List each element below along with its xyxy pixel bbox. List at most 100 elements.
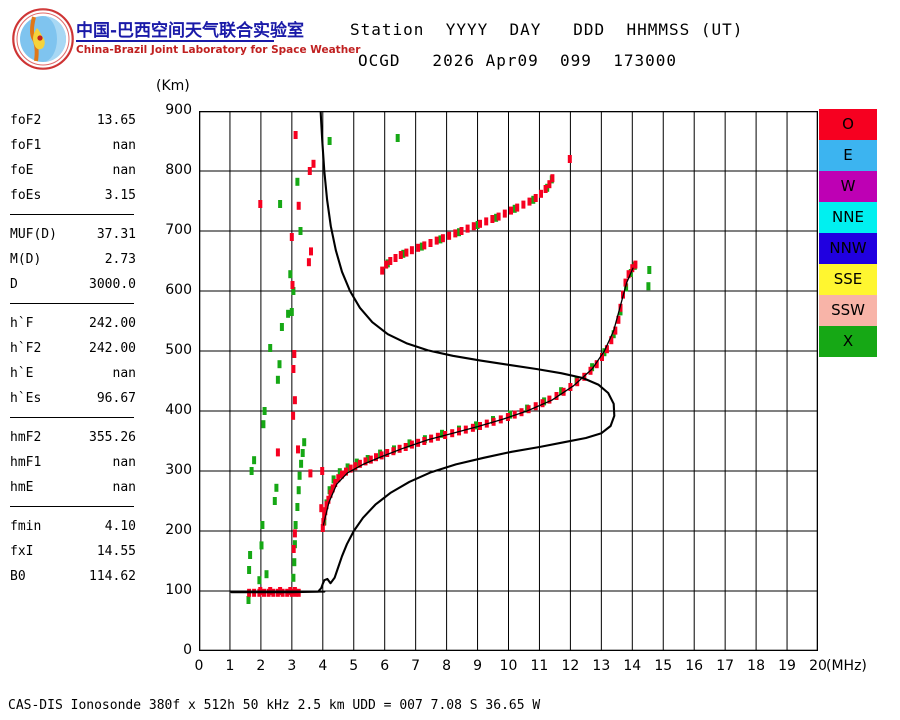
parameter-value: 2.73 xyxy=(104,252,136,267)
parameter-row: M(D) 2.73 xyxy=(8,247,138,272)
parameter-row: B0 114.62 xyxy=(8,564,138,589)
parameter-key: hmF2 xyxy=(10,430,42,445)
parameter-key: h`F2 xyxy=(10,341,42,356)
x-tick-label: 3 xyxy=(287,658,297,674)
parameter-row: h`F 242.00 xyxy=(8,311,138,336)
curve-scaled-trace-line xyxy=(322,267,634,526)
parameter-key: h`Es xyxy=(10,391,42,406)
parameter-value: nan xyxy=(112,138,136,153)
legend-item-sse[interactable]: SSE xyxy=(819,264,877,295)
parameter-key: fxI xyxy=(10,544,34,559)
x-tick-label: 19 xyxy=(778,658,796,674)
x-tick-label: 7 xyxy=(411,658,421,674)
parameter-value: nan xyxy=(112,163,136,178)
parameter-row: h`F2 242.00 xyxy=(8,336,138,361)
org-name-en: China-Brazil Joint Laboratory for Space … xyxy=(76,44,361,56)
parameter-row: h`Es 96.67 xyxy=(8,386,138,411)
x-tick-label: 20 xyxy=(809,658,827,674)
parameter-value: 96.67 xyxy=(96,391,136,406)
parameter-key: D xyxy=(10,277,18,292)
x-axis-unit-label: (MHz) xyxy=(826,658,867,674)
parameter-value: 4.10 xyxy=(104,519,136,534)
x-tick-label: 6 xyxy=(380,658,390,674)
x-tick-label: 2 xyxy=(256,658,266,674)
legend-item-nne[interactable]: NNE xyxy=(819,202,877,233)
polarization-legend: O E W NNE NNW SSE SSW X xyxy=(819,109,877,357)
parameter-value: 37.31 xyxy=(96,227,136,242)
y-tick-label: 900 xyxy=(165,102,192,118)
parameter-value: 3000.0 xyxy=(89,277,136,292)
parameter-key: h`F xyxy=(10,316,34,331)
x-tick-label: 5 xyxy=(349,658,359,674)
parameter-key: foE xyxy=(10,163,34,178)
parameter-row: MUF(D) 37.31 xyxy=(8,222,138,247)
parameter-value: 242.00 xyxy=(89,341,136,356)
x-tick-label: 16 xyxy=(685,658,704,674)
org-name-cn: 中国-巴西空间天气联合实验室 xyxy=(76,21,305,41)
x-tick-label: 1 xyxy=(225,658,235,674)
ionogram-canvas xyxy=(199,111,818,651)
parameter-key: foEs xyxy=(10,188,42,203)
station-header-labels: Station YYYY DAY DDD HHMMSS (UT) xyxy=(350,20,744,39)
parameter-value: 242.00 xyxy=(89,316,136,331)
y-tick-label: 800 xyxy=(165,162,192,178)
y-tick-label: 100 xyxy=(165,582,192,598)
station-header-values: OCGD 2026 Apr09 099 173000 xyxy=(358,51,677,70)
parameter-row: fmin 4.10 xyxy=(8,514,138,539)
parameter-row: foE nan xyxy=(8,158,138,183)
parameter-value: 13.65 xyxy=(96,113,136,128)
y-tick-label: 400 xyxy=(165,402,192,418)
x-tick-label: 14 xyxy=(623,658,642,674)
parameter-key: hmF1 xyxy=(10,455,42,470)
parameter-group-divider xyxy=(10,506,134,507)
legend-item-e[interactable]: E xyxy=(819,140,877,171)
x-tick-label: 12 xyxy=(561,658,580,674)
legend-item-o[interactable]: O xyxy=(819,109,877,140)
parameter-row: foF1 nan xyxy=(8,133,138,158)
curve-true-height-profile xyxy=(230,111,616,594)
parameter-key: foF2 xyxy=(10,113,42,128)
parameter-group-divider xyxy=(10,417,134,418)
grid-lines xyxy=(199,111,818,651)
parameter-row: D 3000.0 xyxy=(8,272,138,297)
parameter-row: foF2 13.65 xyxy=(8,108,138,133)
parameter-value: 3.15 xyxy=(104,188,136,203)
x-tick-label: 17 xyxy=(716,658,735,674)
x-tick-label: 8 xyxy=(442,658,452,674)
plot-border xyxy=(199,111,818,651)
x-tick-label: 15 xyxy=(654,658,673,674)
parameter-key: MUF(D) xyxy=(10,227,57,242)
parameter-key: M(D) xyxy=(10,252,42,267)
parameter-value: 355.26 xyxy=(89,430,136,445)
x-tick-label: 4 xyxy=(318,658,328,674)
parameter-key: h`E xyxy=(10,366,34,381)
parameter-value: nan xyxy=(112,455,136,470)
x-tick-label: 0 xyxy=(194,658,204,674)
parameter-key: fmin xyxy=(10,519,42,534)
parameter-panel: foF2 13.65 foF1 nan foE nan foEs 3.15 MUF(D) 37.3… xyxy=(8,108,138,589)
legend-item-x[interactable]: X xyxy=(819,326,877,357)
parameter-value: 114.62 xyxy=(89,569,136,584)
y-tick-label: 500 xyxy=(165,342,192,358)
instrument-footer: CAS-DIS Ionosonde 380f x 512h 50 kHz 2.5… xyxy=(8,698,541,713)
parameter-row: hmF1 nan xyxy=(8,450,138,475)
parameter-key: B0 xyxy=(10,569,26,584)
y-tick-label: 200 xyxy=(165,522,192,538)
legend-item-w[interactable]: W xyxy=(819,171,877,202)
parameter-value: 14.55 xyxy=(96,544,136,559)
y-tick-label: 700 xyxy=(165,222,192,238)
branding-block: 中国-巴西空间天气联合实验室 China-Brazil Joint Labora… xyxy=(8,6,360,76)
x-tick-label: 13 xyxy=(592,658,611,674)
y-axis-unit-label: (Km) xyxy=(156,78,190,94)
parameter-row: h`E nan xyxy=(8,361,138,386)
parameter-value: nan xyxy=(112,366,136,381)
legend-item-nnw[interactable]: NNW xyxy=(819,233,877,264)
parameter-key: hmE xyxy=(10,480,34,495)
x-tick-label: 18 xyxy=(747,658,765,674)
y-tick-label: 300 xyxy=(165,462,192,478)
y-tick-label: 0 xyxy=(183,642,192,658)
parameter-group-divider xyxy=(10,214,134,215)
ionogram-plot[interactable] xyxy=(199,111,818,651)
x-tick-label: 10 xyxy=(499,658,518,674)
legend-item-ssw[interactable]: SSW xyxy=(819,295,877,326)
